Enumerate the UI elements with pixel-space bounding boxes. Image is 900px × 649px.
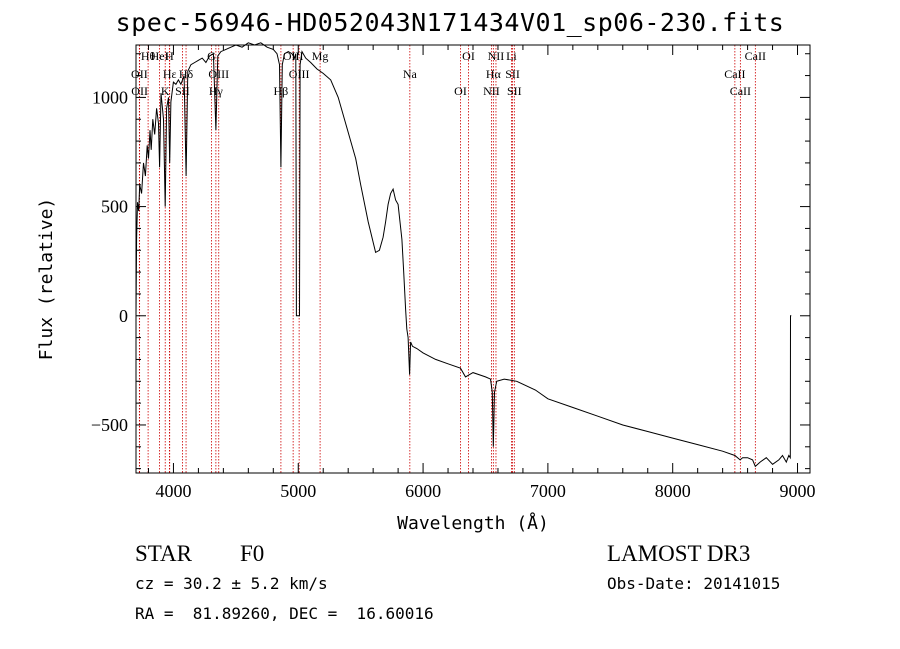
x-axis-ticks: 4000 5000 6000 7000 8000 9000 (147, 45, 816, 501)
line-label: SII (175, 84, 190, 98)
y-axis-label: Flux (relative) (36, 198, 57, 361)
line-label: NII (488, 49, 505, 63)
spectrum-line (135, 42, 792, 468)
line-label: G (207, 49, 216, 63)
line-label: OI (462, 49, 475, 63)
observation-date: Obs-Date: 20141015 (607, 574, 781, 593)
object-class: STAR (135, 541, 192, 566)
line-label: HeI (151, 49, 169, 63)
emission-line-labels: HθOIIOIIHeIHεKHHδSIIGOIIIHγOIIIOIIIHβMgN… (131, 49, 766, 98)
line-label: NII (483, 84, 500, 98)
x-tick-label: 7000 (530, 481, 566, 501)
line-label: OII (131, 84, 148, 98)
chart-title: spec-56946-HD052043N171434V01_sp06-230.f… (115, 8, 785, 37)
line-label: Mg (312, 49, 329, 63)
spectrum-plot: HθOIIOIIHeIHεKHHδSIIGOIIIHγOIIIOIIIHβMgN… (36, 42, 816, 534)
line-label: OI (454, 84, 467, 98)
y-tick-label: 0 (119, 306, 128, 326)
axes-frame (135, 44, 811, 474)
line-label: OII (131, 67, 148, 81)
y-tick-label: −500 (91, 415, 128, 435)
line-label: OIII (208, 67, 229, 81)
x-tick-label: 4000 (155, 481, 191, 501)
x-axis-label: Wavelength (Å) (397, 512, 549, 534)
line-label: Hθ (141, 49, 156, 63)
y-tick-label: 1000 (92, 87, 128, 107)
line-label: SII (505, 67, 520, 81)
line-label: Hβ (274, 84, 289, 98)
line-label: Hε (163, 67, 177, 81)
line-label: Hγ (209, 84, 224, 98)
line-label: Hα (486, 67, 502, 81)
emission-line-markers (138, 45, 756, 473)
survey-name: LAMOST DR3 (607, 541, 751, 566)
line-label: Na (403, 67, 418, 81)
x-tick-label: 9000 (780, 481, 816, 501)
line-label: H (165, 49, 174, 63)
line-label: SII (507, 84, 522, 98)
x-tick-label: 8000 (655, 481, 691, 501)
x-tick-label: 6000 (405, 481, 441, 501)
line-label: CaII (730, 84, 751, 98)
line-label: Hδ (179, 67, 194, 81)
x-tick-label: 5000 (280, 481, 316, 501)
line-label: CaII (745, 49, 766, 63)
coordinates: RA = 81.89260, DEC = 16.60016 (135, 604, 434, 623)
line-label: CaII (724, 67, 745, 81)
line-label: OIII (289, 67, 310, 81)
line-label: K (161, 84, 170, 98)
y-axis-ticks: −500 0 500 1000 (91, 53, 810, 470)
y-tick-label: 500 (101, 197, 128, 217)
redshift-value: cz = 30.2 ± 5.2 km/s (135, 574, 328, 593)
line-label: Li (506, 49, 517, 63)
object-subclass: F0 (240, 541, 265, 566)
